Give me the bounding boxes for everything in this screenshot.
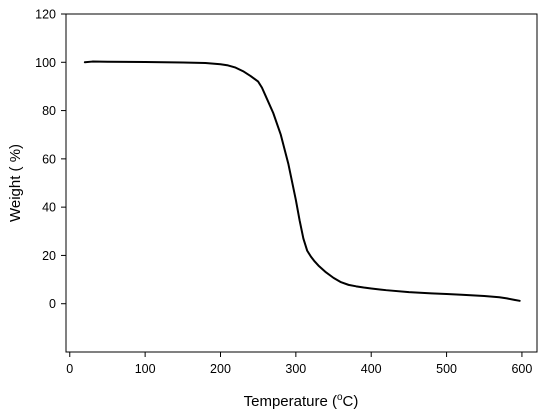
x-tick-label: 0 <box>66 362 73 376</box>
weight-curve <box>83 60 521 302</box>
x-tick-label: 600 <box>511 362 532 376</box>
x-tick-label: 100 <box>135 362 156 376</box>
y-tick-label: 80 <box>42 104 56 118</box>
x-axis-ticks: 0 100 200 300 400 500 600 <box>66 352 532 376</box>
y-tick-label: 0 <box>49 297 56 311</box>
y-tick-label: 20 <box>42 249 56 263</box>
y-axis-ticks: 0 20 40 60 80 100 120 <box>35 8 66 311</box>
x-tick-label: 300 <box>285 362 306 376</box>
y-tick-label: 60 <box>42 152 56 166</box>
y-tick-label: 120 <box>35 8 56 22</box>
y-tick-label: 40 <box>42 201 56 215</box>
plot-frame <box>65 13 538 353</box>
y-tick-label: 100 <box>35 56 56 70</box>
x-tick-label: 500 <box>436 362 457 376</box>
x-tick-label: 400 <box>361 362 382 376</box>
x-axis-title: Temperature (oC) <box>244 392 359 410</box>
x-tick-label: 200 <box>210 362 231 376</box>
y-axis-title: Weight ( %) <box>7 144 24 222</box>
